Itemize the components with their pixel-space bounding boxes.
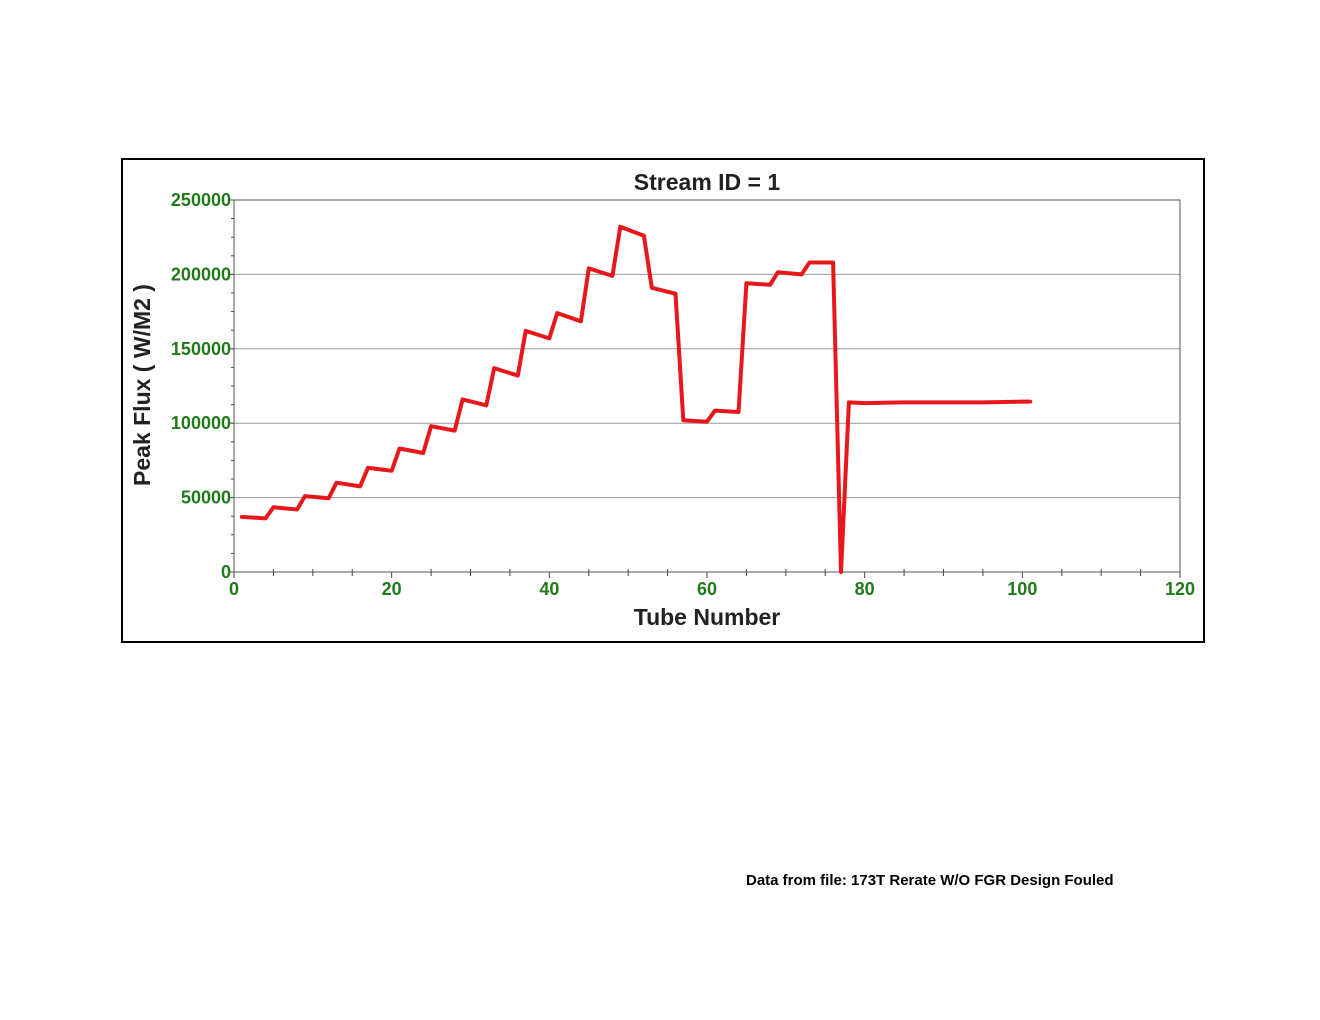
series-line <box>239 224 1033 574</box>
x-tick-label: 100 <box>1007 579 1037 599</box>
y-axis-title: Peak Flux ( W/M2 ) <box>129 284 155 486</box>
chart-panel: Stream ID = 1 0 20 40 60 80 100 120 0 50000 1000… <box>121 158 1205 643</box>
x-tick-label: 20 <box>382 579 402 599</box>
chart-title: Stream ID = 1 <box>634 169 781 195</box>
x-tick-label: 40 <box>539 579 559 599</box>
y-tick-label: 0 <box>221 562 231 582</box>
source-file-note: Data from file: 173T Rerate W/O FGR Desi… <box>746 872 1114 889</box>
y-tick-label: 250000 <box>171 190 231 210</box>
line-chart: Stream ID = 1 0 20 40 60 80 100 120 0 50000 1000… <box>129 169 1195 630</box>
y-tick-label: 100000 <box>171 413 231 433</box>
y-tick-label: 150000 <box>171 339 231 359</box>
y-tick-label: 50000 <box>181 488 231 508</box>
axis-ticks <box>229 199 1181 578</box>
x-tick-label: 80 <box>855 579 875 599</box>
y-axis-tick-labels: 0 50000 100000 150000 200000 250000 <box>171 190 231 582</box>
grid-lines <box>234 273 1180 499</box>
x-axis-tick-labels: 0 20 40 60 80 100 120 <box>229 579 1195 599</box>
x-tick-label: 60 <box>697 579 717 599</box>
y-tick-label: 200000 <box>171 264 231 284</box>
plot-area <box>233 199 1181 573</box>
series-layer <box>239 224 1033 574</box>
x-tick-label: 120 <box>1165 579 1195 599</box>
x-tick-label: 0 <box>229 579 239 599</box>
x-axis-title: Tube Number <box>634 604 781 630</box>
